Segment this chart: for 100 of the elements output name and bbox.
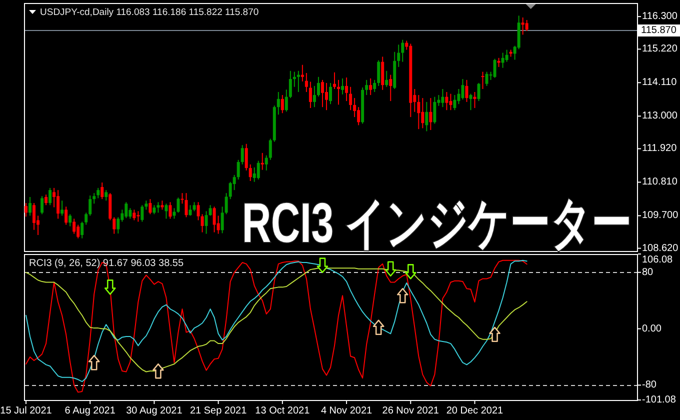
- candlestick: [184, 192, 188, 218]
- candlestick: [248, 164, 252, 182]
- candlestick: [88, 194, 92, 216]
- candlestick: [417, 94, 420, 130]
- candlestick: [421, 98, 424, 129]
- candlestick: [112, 216, 116, 234]
- candlestick: [76, 224, 80, 239]
- point: [88, 354, 100, 370]
- candlestick: [176, 197, 180, 214]
- candlestick: [80, 221, 84, 239]
- candlestick: [144, 200, 148, 210]
- candlestick: [132, 209, 136, 221]
- chart-subtitle: USDJPY-cd,Daily 116.083 116.186 115.822 115.870: [40, 6, 259, 18]
- candlestick: [260, 152, 264, 170]
- candlestick: [124, 202, 128, 219]
- candlestick: [349, 86, 352, 111]
- candlestick: [385, 70, 388, 88]
- candlestick: [501, 52, 504, 68]
- candlestick: [200, 214, 204, 233]
- candlestick: [180, 192, 184, 204]
- candlestick: [461, 78, 464, 100]
- candlestick: [276, 92, 280, 116]
- candlestick: [224, 192, 228, 215]
- y-tick-label: 116.300: [642, 11, 678, 22]
- x-tick-label: 21 Sep 2021: [190, 406, 248, 416]
- candlestick: [316, 76, 320, 98]
- y-tick-label: -101.08: [642, 394, 676, 406]
- y-tick-label: 108.620: [642, 242, 679, 254]
- candlestick: [525, 20, 528, 32]
- candlestick: [304, 72, 308, 92]
- candlestick: [164, 203, 168, 220]
- candlestick: [377, 60, 380, 86]
- candlestick: [357, 106, 360, 126]
- x-tick-label: 20 Dec 2021: [446, 406, 504, 416]
- y-tick-label: 109.700: [642, 210, 679, 222]
- candlestick: [300, 64, 304, 82]
- candlestick: [32, 202, 36, 230]
- candlestick: [212, 206, 216, 233]
- candlestick: [493, 58, 496, 78]
- y-tick-label: 111.920: [642, 143, 678, 154]
- candlestick: [353, 98, 356, 118]
- candlestick: [236, 159, 240, 180]
- candlestick: [333, 72, 336, 90]
- candlestick: [48, 187, 52, 206]
- y-tick-label: 110.810: [642, 176, 678, 188]
- point: [316, 258, 328, 273]
- candlestick: [296, 70, 300, 92]
- point: [384, 261, 396, 277]
- y-tick-label: -80: [642, 380, 657, 391]
- candlestick: [244, 143, 248, 171]
- candlestick: [84, 212, 88, 226]
- candlestick: [373, 79, 376, 92]
- y-tick-label: 114.110: [642, 77, 678, 88]
- candlestick: [505, 49, 508, 62]
- ref-line-label: 115.870: [641, 25, 677, 36]
- candlestick: [196, 202, 200, 221]
- point: [489, 326, 500, 342]
- candlestick: [521, 16, 524, 36]
- candlestick: [441, 88, 444, 108]
- text: RCI3 インジケーター: [242, 192, 632, 255]
- candlestick: [160, 200, 164, 210]
- candlestick: [308, 81, 312, 108]
- candlestick: [280, 94, 284, 114]
- candlestick: [208, 204, 212, 216]
- candlestick: [40, 196, 44, 215]
- candlestick: [292, 71, 296, 88]
- candlestick: [433, 96, 436, 124]
- candlestick: [128, 208, 132, 220]
- point: [372, 320, 384, 335]
- y-tick-label: 0.00: [642, 323, 662, 334]
- chart-title: RCI3 (9, 26, 52) 91.67 96.03 38.55: [29, 258, 184, 268]
- candlestick: [320, 79, 324, 108]
- candlestick: [457, 88, 460, 105]
- candlestick: [445, 92, 448, 111]
- y-tick-label: 106.08: [642, 254, 674, 266]
- candlestick: [24, 202, 28, 218]
- candlestick: [64, 206, 68, 226]
- candlestick: [485, 71, 488, 86]
- candlestick: [288, 70, 292, 99]
- x-tick-label: 4 Nov 2021: [320, 406, 373, 416]
- candlestick: [312, 85, 316, 108]
- candlestick: [152, 204, 156, 215]
- candlestick: [136, 210, 140, 222]
- candlestick: [168, 202, 172, 220]
- point: [396, 288, 408, 304]
- candlestick: [104, 190, 108, 202]
- candlestick: [429, 98, 432, 131]
- candlestick: [477, 82, 480, 102]
- y-tick-label: 113.000: [642, 110, 678, 122]
- candlestick: [341, 78, 344, 95]
- candlestick: [381, 56, 384, 90]
- point: [152, 363, 164, 379]
- candlestick: [28, 196, 32, 216]
- candlestick: [60, 200, 64, 216]
- candlestick: [96, 187, 100, 199]
- candlestick: [268, 138, 272, 160]
- candlestick: [68, 214, 72, 227]
- candlestick: [465, 79, 468, 102]
- x-tick-label: 30 Aug 2021: [126, 406, 183, 416]
- candlestick: [188, 204, 192, 216]
